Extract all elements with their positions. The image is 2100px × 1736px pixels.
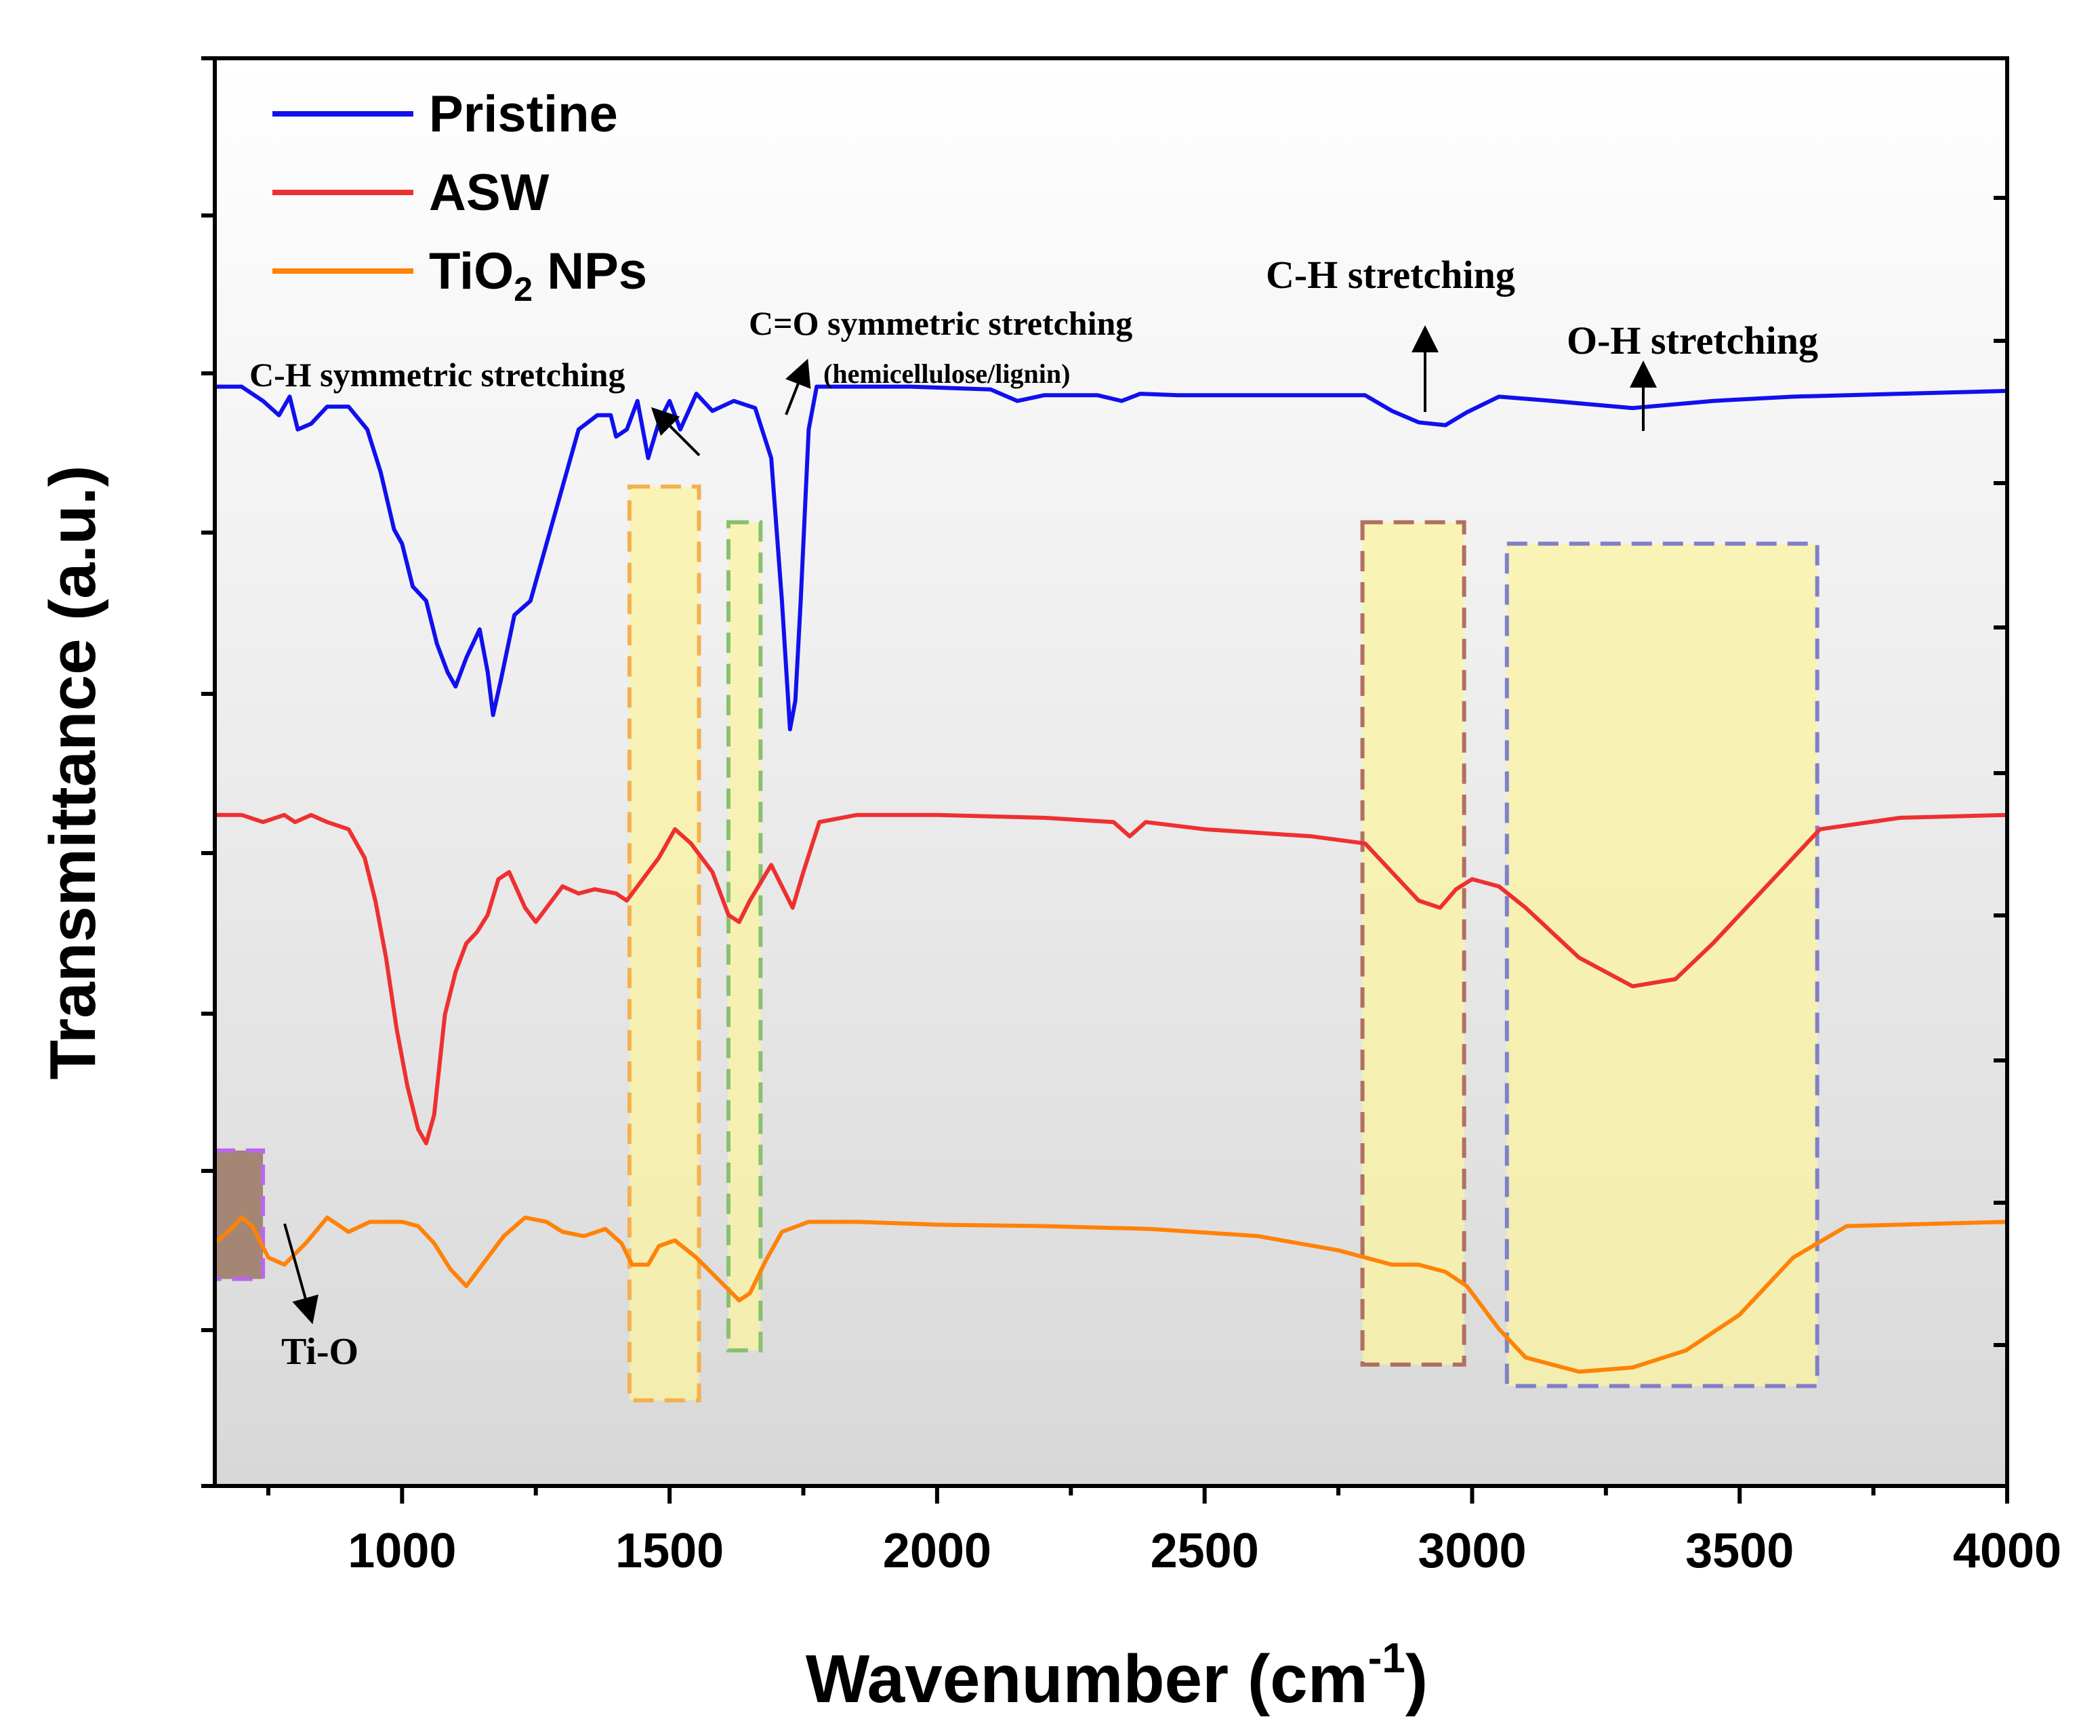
legend: Pristine ASW TiO2 NPs: [272, 85, 647, 308]
co-symmetric-region: [726, 520, 763, 1352]
arrow-co-symmetric: [785, 358, 811, 415]
ti-o-region: [213, 1148, 266, 1281]
x-tick-label-1000: 1000: [348, 1524, 456, 1578]
legend-label-tio2: TiO2 NPs: [429, 243, 647, 308]
annotation-oh-stretching: O-H stretching: [1567, 318, 1818, 363]
annotation-co-symmetric: C=O symmetric stretching: [749, 304, 1132, 342]
legend-label-pristine: Pristine: [429, 85, 618, 143]
annotation-co-sub: (hemicellulose/lignin): [823, 358, 1070, 389]
series-line-tio2-nps: [213, 1215, 2009, 1374]
annotation-ch-stretching: C-H stretching: [1266, 253, 1515, 297]
ch-stretching-region: [1360, 520, 1466, 1367]
legend-label-asw: ASW: [429, 164, 550, 222]
arrow-ti-o: [283, 1223, 318, 1325]
x-tick-label-3000: 3000: [1418, 1524, 1526, 1578]
oh-stretching-region: [1504, 541, 1819, 1388]
y-axis-ticks: [201, 56, 2007, 1488]
axis-ticks: 1000 1500 2000 2500 3000 3500 4000: [266, 1486, 2061, 1578]
x-tick-label-3500: 3500: [1685, 1524, 1794, 1578]
x-axis-title: Wavenumber (cm-1): [806, 1635, 1428, 1717]
annotation-ti-o: Ti-O: [281, 1331, 358, 1373]
annotation-ch-symmetric: C-H symmetric stretching: [249, 356, 625, 394]
highlight-regions: [213, 484, 1819, 1403]
x-tick-label-1500: 1500: [615, 1524, 724, 1578]
arrow-ch-symmetric: [651, 407, 701, 457]
y-axis-title: Transmittance (a.u.): [37, 466, 109, 1080]
series-line-asw: [213, 812, 2009, 1146]
x-tick-label-4000: 4000: [1953, 1524, 2061, 1578]
x-tick-label-2000: 2000: [883, 1524, 991, 1578]
x-tick-label-2500: 2500: [1151, 1524, 1259, 1578]
annotations: C-H symmetric stretching C=O symmetric s…: [249, 253, 1818, 1373]
